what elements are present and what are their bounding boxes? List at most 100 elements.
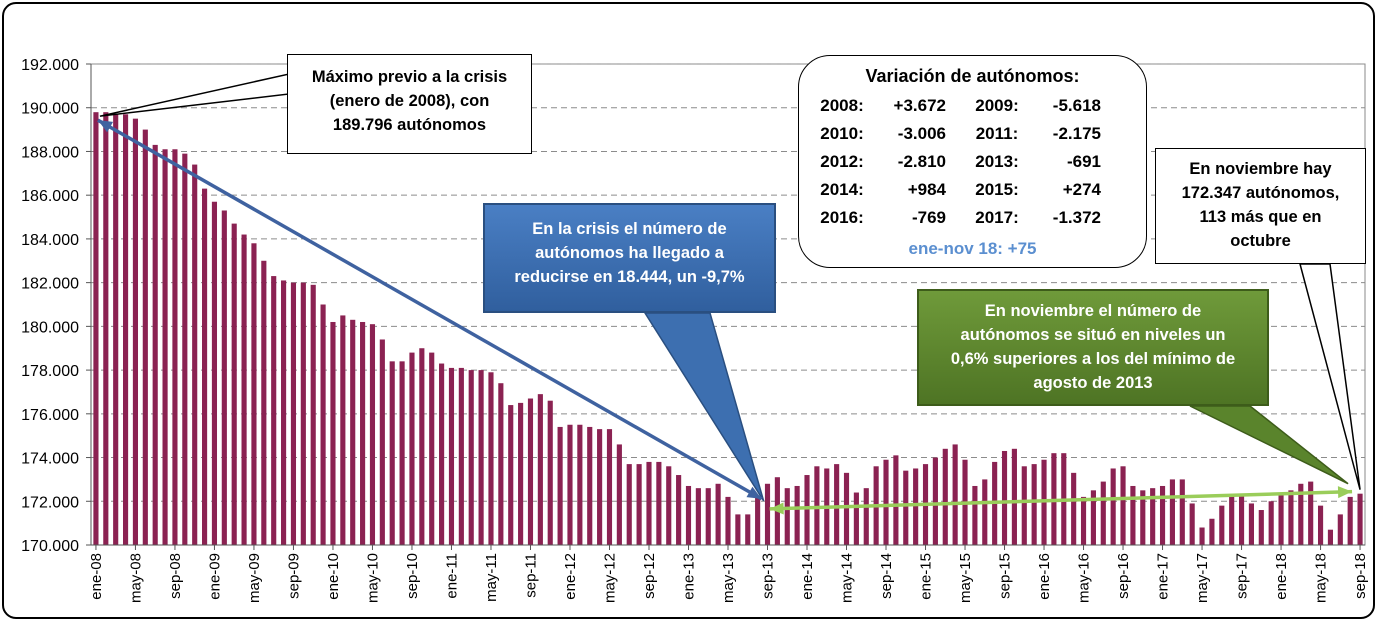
variation-row: 2014: +984 2015: +274 bbox=[812, 180, 1142, 204]
bar bbox=[162, 149, 168, 545]
x-tick-label: may-18 bbox=[1313, 553, 1330, 603]
bar bbox=[458, 367, 464, 545]
x-tick-label: ene-09 bbox=[206, 553, 223, 600]
y-tick-label: 172.000 bbox=[21, 494, 79, 511]
bar bbox=[834, 464, 840, 545]
bar bbox=[202, 188, 208, 545]
callout-crisis-pointer bbox=[643, 312, 765, 502]
bar bbox=[1288, 490, 1294, 545]
recovery-arrow-head bbox=[1337, 486, 1353, 499]
x-tick-label: may-14 bbox=[839, 553, 856, 603]
x-axis: ene-08 may-08 sep-08 ene-09 may-09 sep-09 ene-… bbox=[88, 544, 1369, 603]
bar bbox=[1308, 481, 1314, 545]
bar bbox=[300, 282, 306, 545]
x-tick-label: ene-12 bbox=[562, 553, 579, 600]
bar bbox=[784, 488, 790, 545]
bar bbox=[310, 284, 316, 545]
x-tick-label: sep-10 bbox=[404, 553, 421, 599]
bar bbox=[1110, 468, 1116, 545]
bar bbox=[1327, 529, 1334, 545]
variation-value: +274 bbox=[1062, 180, 1101, 199]
bar bbox=[360, 321, 366, 545]
bar bbox=[1347, 496, 1353, 545]
bar bbox=[439, 363, 445, 545]
y-tick-label: 178.000 bbox=[21, 363, 79, 380]
annotation-arrows bbox=[97, 73, 1361, 515]
callout-max-line-2: (enero de 2008), con bbox=[329, 92, 490, 110]
variation-year: 2009: bbox=[975, 96, 1019, 115]
bar bbox=[557, 426, 563, 545]
bar bbox=[1317, 505, 1324, 545]
bar bbox=[1159, 485, 1166, 545]
bar bbox=[93, 112, 99, 546]
bar bbox=[715, 483, 721, 545]
bar bbox=[1268, 501, 1274, 545]
bar bbox=[1189, 503, 1195, 545]
variation-ytd: ene-nov 18: +75 bbox=[908, 239, 1037, 258]
callout-variation: Variación de autónomos: 2008: +3.672 2009… bbox=[798, 55, 1147, 268]
bar bbox=[1169, 479, 1175, 545]
bar bbox=[152, 144, 158, 546]
bar bbox=[1090, 490, 1096, 545]
x-tick-label: sep-14 bbox=[878, 553, 895, 599]
bar bbox=[814, 466, 820, 545]
x-tick-label: may-16 bbox=[1076, 553, 1093, 603]
y-tick-label: 184.000 bbox=[21, 232, 79, 249]
x-tick-label: ene-15 bbox=[918, 553, 935, 600]
variation-value: -691 bbox=[1066, 152, 1101, 171]
variation-value: -2.175 bbox=[1052, 124, 1101, 143]
bar bbox=[211, 201, 218, 545]
x-tick-label: may-17 bbox=[1194, 553, 1211, 603]
bar bbox=[281, 280, 287, 545]
x-tick-label: may-13 bbox=[720, 553, 737, 603]
bar bbox=[666, 466, 672, 545]
bar bbox=[952, 444, 958, 545]
bar bbox=[1298, 483, 1304, 545]
variation-value: +3.672 bbox=[893, 96, 946, 115]
y-tick-label: 188.000 bbox=[21, 144, 79, 161]
callout-crisis: En la crisis el número de autónomos ha l… bbox=[483, 203, 776, 313]
variation-value: -769 bbox=[911, 208, 946, 227]
bar bbox=[764, 483, 771, 545]
bar bbox=[518, 402, 524, 545]
y-tick-label: 190.000 bbox=[21, 101, 79, 118]
callout-green-line-1: En noviembre el número de bbox=[984, 302, 1202, 320]
bar bbox=[695, 488, 701, 545]
bar bbox=[567, 424, 573, 545]
bar bbox=[1219, 505, 1225, 545]
bar bbox=[735, 514, 741, 545]
recovery-arrow bbox=[769, 489, 1353, 511]
bar bbox=[241, 234, 247, 545]
variation-value: +984 bbox=[907, 180, 946, 199]
variation-row: 2010: -3.006 2011: -2.175 bbox=[812, 124, 1142, 148]
crisis-arrow bbox=[97, 118, 763, 501]
bar bbox=[1140, 490, 1146, 545]
bar bbox=[597, 429, 603, 545]
bar bbox=[182, 153, 188, 545]
callout-max-line-3: 189.796 autónomos bbox=[332, 116, 487, 134]
callout-max-pointer bbox=[99, 73, 290, 117]
bar bbox=[755, 496, 761, 545]
callout-nov-line-2: 172.347 autónomos, bbox=[1181, 184, 1340, 202]
bar bbox=[488, 372, 494, 545]
callout-max-precrisis: Máximo previo a la crisis (enero de 2008… bbox=[287, 54, 532, 154]
callout-green-line-4: agosto de 2013 bbox=[1033, 374, 1153, 392]
bar bbox=[142, 129, 148, 545]
bar bbox=[883, 459, 889, 545]
bar bbox=[646, 461, 652, 545]
callout-green-pointer bbox=[1189, 405, 1349, 485]
bar bbox=[419, 348, 425, 545]
variation-row: 2012: -2.810 2013: -691 bbox=[812, 152, 1142, 176]
callout-minimum-comparison: En noviembre el número de autónomos se s… bbox=[917, 289, 1269, 406]
bar bbox=[725, 496, 731, 545]
bar bbox=[122, 114, 129, 545]
bar bbox=[399, 361, 405, 545]
bar bbox=[231, 223, 237, 545]
callout-crisis-line-2: autónomos ha llegado a bbox=[535, 244, 724, 262]
x-tick-label: sep-09 bbox=[285, 553, 302, 599]
bar bbox=[478, 370, 484, 545]
bar bbox=[1357, 493, 1363, 545]
y-tick-label: 180.000 bbox=[21, 319, 79, 336]
y-tick-label: 174.000 bbox=[21, 451, 79, 468]
x-tick-label: sep-12 bbox=[641, 553, 658, 599]
